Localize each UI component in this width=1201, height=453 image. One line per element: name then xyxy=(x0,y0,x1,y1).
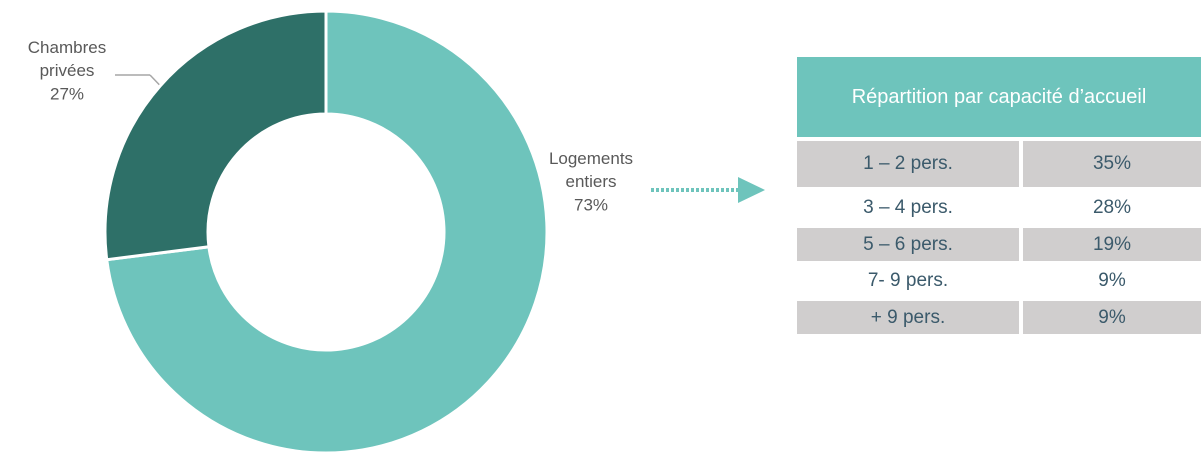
gap xyxy=(1018,187,1201,191)
table-row: 5 – 6 pers. 19% xyxy=(797,228,1201,261)
donut-slice xyxy=(103,9,328,262)
gap xyxy=(797,297,1021,301)
table-cell: 9% xyxy=(1018,265,1201,297)
table-cell: 35% xyxy=(1018,141,1201,187)
table-row: 1 – 2 pers. 35% xyxy=(797,141,1201,187)
table-row: + 9 pers. 9% xyxy=(797,301,1201,334)
table-title: Répartition par capacité d’accueil xyxy=(797,57,1201,137)
row-gap xyxy=(797,261,1201,265)
label-line: Chambres xyxy=(28,38,106,57)
row-gap xyxy=(797,187,1201,191)
row-gap xyxy=(797,297,1201,301)
slice-label: Chambres privées xyxy=(28,38,106,80)
table-cell: + 9 pers. xyxy=(797,301,1021,334)
gap xyxy=(797,261,1021,265)
value-label: 73% xyxy=(574,195,608,214)
gap xyxy=(797,224,1021,228)
capacity-table: Répartition par capacité d’accueil 1 – 2… xyxy=(797,57,1201,334)
gap xyxy=(1018,261,1201,265)
table-cell: 9% xyxy=(1018,301,1201,334)
gap xyxy=(1018,297,1201,301)
table-cell: 28% xyxy=(1018,191,1201,224)
gap xyxy=(797,187,1021,191)
gap xyxy=(797,137,1021,141)
slice-label: Logements entiers xyxy=(549,149,633,191)
gap xyxy=(1018,224,1201,228)
value-label: 27% xyxy=(50,84,84,103)
label-line: Logements xyxy=(549,149,633,168)
table-row: 3 – 4 pers. 28% xyxy=(797,191,1201,224)
row-gap xyxy=(797,224,1201,228)
label-line: privées xyxy=(40,61,95,80)
table-cell: 1 – 2 pers. xyxy=(797,141,1021,187)
gap xyxy=(1018,137,1201,141)
donut-slice xyxy=(105,9,549,453)
table-cell: 7- 9 pers. xyxy=(867,270,949,291)
label-line: entiers xyxy=(565,172,616,191)
table-cell: 5 – 6 pers. xyxy=(797,228,1021,261)
table-cell: 3 – 4 pers. xyxy=(863,196,953,218)
table-row: 7- 9 pers. 9% xyxy=(797,265,1201,297)
row-gap xyxy=(797,137,1201,141)
arrow-head xyxy=(738,177,765,203)
table-cell: 19% xyxy=(1018,228,1201,261)
